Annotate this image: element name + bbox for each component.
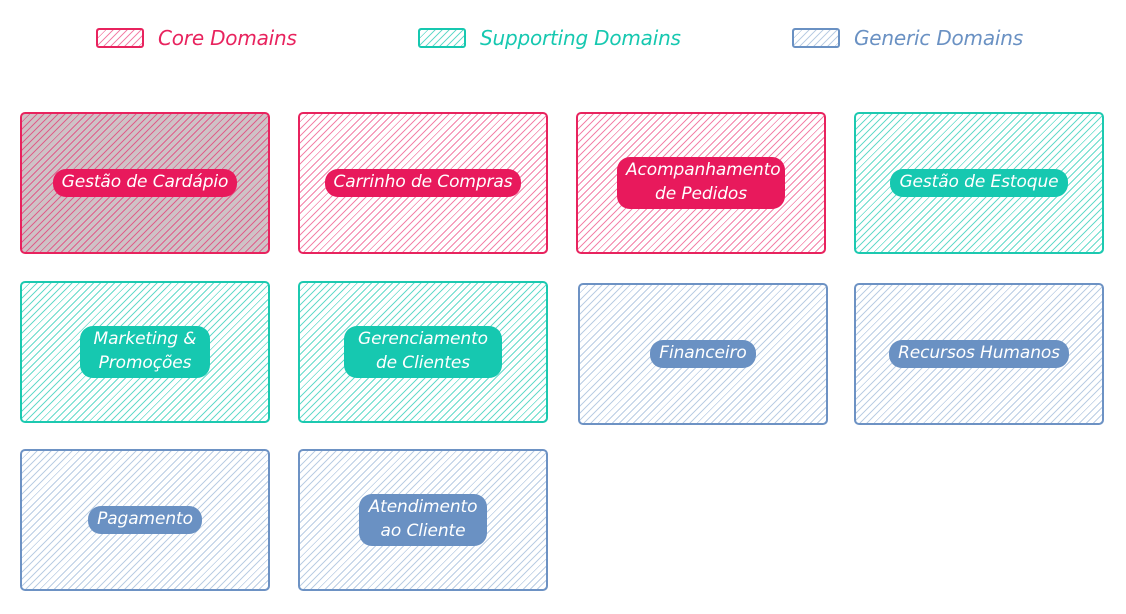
legend-generic-swatch <box>792 28 840 48</box>
domain-label: Acompanhamento de Pedidos <box>617 157 785 209</box>
domain-label: Marketing & Promoções <box>80 326 210 378</box>
domain-box-recursos-humanos: Recursos Humanos <box>854 283 1104 425</box>
legend-supporting-swatch <box>418 28 466 48</box>
domain-box-carrinho-de-compras: Carrinho de Compras <box>298 112 548 254</box>
domain-label: Atendimento ao Cliente <box>359 494 487 546</box>
domain-box-atendimento-ao-cliente: Atendimento ao Cliente <box>298 449 548 591</box>
domain-box-financeiro: Financeiro <box>578 283 828 425</box>
legend-generic: Generic Domains <box>792 26 1023 50</box>
legend-core: Core Domains <box>96 26 297 50</box>
domain-label: Financeiro <box>650 340 756 368</box>
domain-box-gerenciamento-de-clientes: Gerenciamento de Clientes <box>298 281 548 423</box>
domain-label: Pagamento <box>88 506 202 534</box>
legend-core-label: Core Domains <box>158 26 297 50</box>
legend-core-swatch <box>96 28 144 48</box>
legend-supporting-label: Supporting Domains <box>480 26 681 50</box>
domain-box-gestao-de-cardapio: Gestão de Cardápio <box>20 112 270 254</box>
domain-box-gestao-de-estoque: Gestão de Estoque <box>854 112 1104 254</box>
domain-box-marketing-promocoes: Marketing & Promoções <box>20 281 270 423</box>
domain-box-pagamento: Pagamento <box>20 449 270 591</box>
domain-label: Gestão de Estoque <box>890 169 1068 197</box>
legend-supporting: Supporting Domains <box>418 26 681 50</box>
domain-box-acompanhamento-de-pedidos: Acompanhamento de Pedidos <box>576 112 826 254</box>
domain-label: Carrinho de Compras <box>324 169 522 197</box>
domain-label: Gestão de Cardápio <box>52 169 238 197</box>
domain-label: Gerenciamento de Clientes <box>344 326 502 378</box>
legend-generic-label: Generic Domains <box>854 26 1023 50</box>
domain-label: Recursos Humanos <box>889 340 1069 368</box>
